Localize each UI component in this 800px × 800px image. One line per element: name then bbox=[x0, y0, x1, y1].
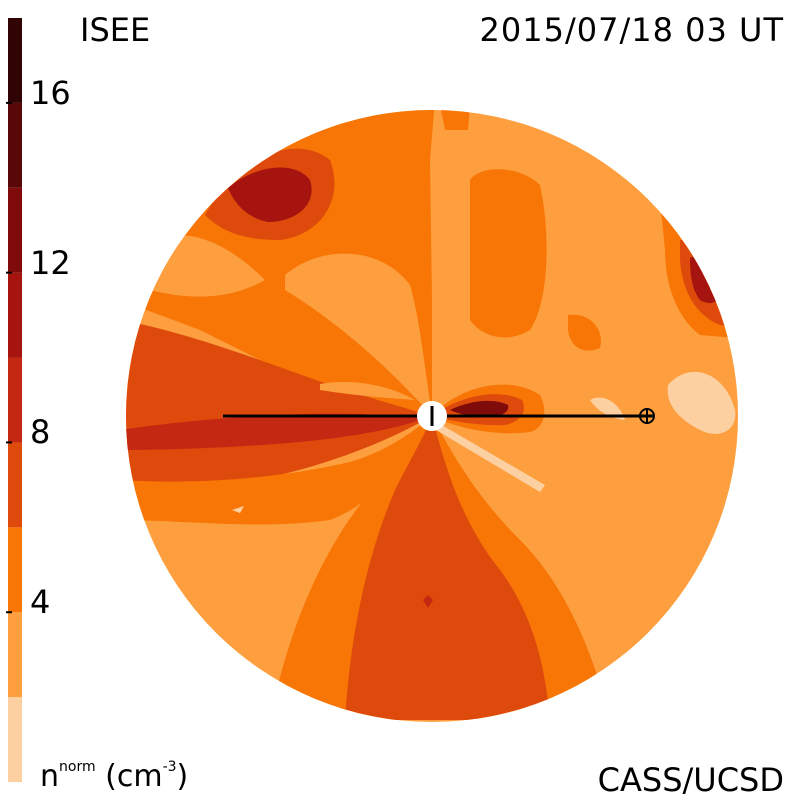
colorbar-level-4 bbox=[8, 357, 22, 443]
credit-label: CASS/UCSD bbox=[597, 761, 784, 799]
contour-light-ray bbox=[436, 424, 545, 492]
contour-light-fleck bbox=[232, 506, 244, 513]
colorbar-level-1 bbox=[8, 612, 22, 698]
contour-center-hot-3 bbox=[450, 400, 509, 417]
contour-upper-center-light bbox=[285, 253, 432, 416]
contour-right-small bbox=[568, 314, 601, 351]
quantity-symbol: n bbox=[40, 759, 60, 794]
contour-bottom-dark bbox=[345, 416, 550, 720]
contour-right-light-1 bbox=[667, 371, 736, 434]
quantity-superscript: norm bbox=[59, 759, 96, 775]
colorbar-level-7 bbox=[8, 102, 22, 188]
colorbar-tick-label: 12 bbox=[30, 243, 71, 282]
colorbar-level-0 bbox=[8, 697, 22, 782]
contour-left-band-dark bbox=[126, 413, 432, 450]
unit-close: ) bbox=[176, 759, 189, 794]
colorbar-tick-label: 16 bbox=[30, 73, 71, 112]
density-colorbar bbox=[6, 18, 22, 782]
contour-top-notch bbox=[440, 110, 470, 130]
unit-open: (cm bbox=[105, 759, 163, 794]
contour-lower-left bbox=[126, 416, 432, 525]
colorbar-units-label: nnorm (cm-3) bbox=[40, 759, 189, 794]
colorbar-level-3 bbox=[8, 442, 22, 528]
contour-upper-center-strip bbox=[470, 169, 547, 338]
colorbar-level-6 bbox=[8, 187, 22, 273]
contour-upper-left-darker bbox=[228, 167, 312, 222]
colorbar-level-5 bbox=[8, 272, 22, 358]
contour-upper-left-light bbox=[150, 234, 265, 297]
sun-marker bbox=[417, 401, 447, 431]
colorbar-tick-label: 4 bbox=[30, 583, 51, 622]
density-contours bbox=[126, 110, 738, 722]
colorbar-tick-label: 8 bbox=[30, 413, 51, 452]
contour-bottom-spot bbox=[423, 595, 433, 608]
timestamp-label: 2015/07/18 03 UT bbox=[479, 11, 784, 49]
model-title: ISEE bbox=[80, 11, 151, 49]
contour-right-light-2 bbox=[590, 397, 625, 420]
colorbar-level-2 bbox=[8, 527, 22, 613]
contour-left-light-sliver bbox=[320, 381, 415, 400]
colorbar-level-8 bbox=[8, 18, 22, 103]
unit-superscript: -3 bbox=[162, 759, 177, 775]
earth-marker bbox=[639, 408, 655, 424]
